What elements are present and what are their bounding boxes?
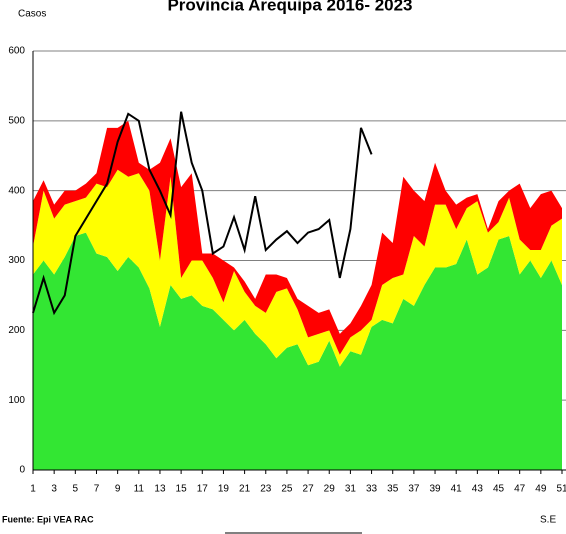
x-tick-label: 23 — [260, 484, 272, 495]
x-tick-label: 37 — [408, 484, 420, 495]
area-layer — [33, 120, 562, 355]
x-tick-label: 19 — [218, 484, 230, 495]
x-tick-label: 11 — [134, 484, 145, 495]
x-tick-label: 35 — [387, 484, 399, 495]
x-tick-label: 33 — [366, 484, 378, 495]
x-axis-label: S.E — [540, 515, 556, 526]
x-tick-label: 21 — [239, 484, 251, 495]
x-tick-label: 51 — [556, 484, 566, 495]
x-tick-label: 3 — [51, 484, 57, 495]
y-tick-label: 0 — [19, 465, 25, 476]
area-layer — [33, 169, 562, 367]
x-tick-label: 31 — [345, 484, 357, 495]
x-tick-label: 29 — [324, 484, 336, 495]
y-tick-label: 100 — [8, 395, 25, 406]
y-axis-label: Casos — [18, 9, 46, 20]
y-tick-label: 600 — [8, 46, 25, 57]
x-tick-label: 15 — [176, 484, 188, 495]
x-tick-label: 1 — [30, 484, 36, 495]
line-series — [32, 111, 373, 316]
y-tick-label: 300 — [8, 255, 25, 266]
x-tick-label: 9 — [115, 484, 121, 495]
x-tick-label: 25 — [281, 484, 293, 495]
x-tick-label: 5 — [73, 484, 79, 495]
area-layer — [33, 232, 562, 470]
y-tick-label: 200 — [8, 325, 25, 336]
x-tick-label: 7 — [94, 484, 100, 495]
source-note: Fuente: Epi VEA RAC — [2, 514, 94, 524]
x-tick-label: 13 — [154, 484, 166, 495]
x-tick-label: 17 — [197, 484, 209, 495]
x-tick-label: 27 — [303, 484, 315, 495]
y-tick-label: 500 — [8, 115, 25, 126]
x-tick-label: 43 — [472, 484, 484, 495]
y-tick-label: 400 — [8, 185, 25, 196]
x-tick-label: 45 — [493, 484, 505, 495]
x-tick-label: 39 — [429, 484, 441, 495]
chart-title: Provincia Arequipa 2016- 2023 — [167, 0, 412, 14]
x-tick-label: 41 — [451, 484, 463, 495]
x-tick-label: 47 — [514, 484, 526, 495]
x-tick-label: 49 — [535, 484, 547, 495]
